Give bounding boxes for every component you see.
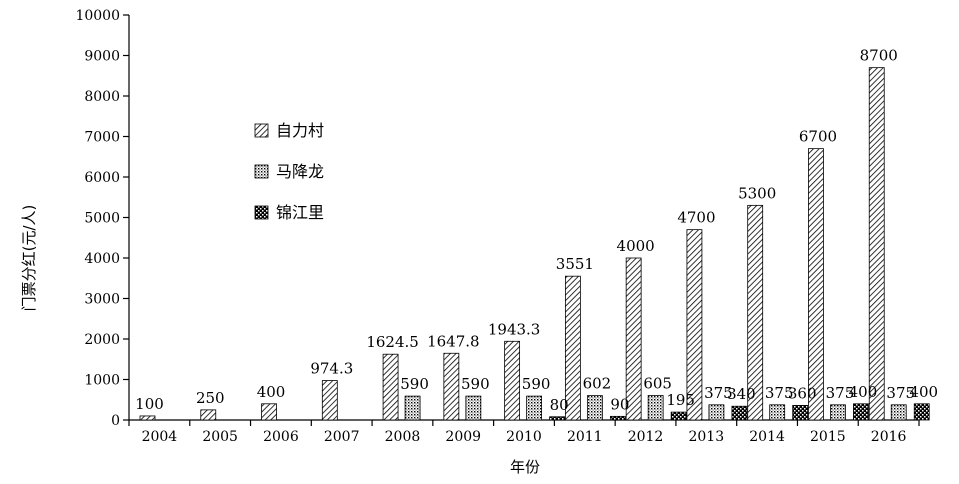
data-label-series1-2014: 375 bbox=[765, 384, 794, 402]
bar-series1-2012 bbox=[647, 395, 664, 421]
bar-series0-2012 bbox=[625, 257, 642, 421]
bar-series1-2010 bbox=[526, 395, 543, 421]
y-tick-label: 8000 bbox=[84, 89, 120, 105]
data-label-series0-2008: 1624.5 bbox=[366, 333, 419, 351]
x-tick-label: 2011 bbox=[567, 429, 603, 445]
bar-series0-2005 bbox=[200, 409, 217, 421]
bar-series1-2015 bbox=[830, 404, 846, 421]
data-label-series2-2012: 195 bbox=[666, 391, 695, 409]
y-axis: 0 1000 2000 3000 4000 5000 6000 7000 8000 9000 100… bbox=[75, 8, 130, 429]
data-label-series1-2016: 375 bbox=[886, 384, 915, 402]
x-tick-label: 2004 bbox=[142, 429, 178, 445]
x-tick-label: 2007 bbox=[324, 429, 360, 445]
data-label-series0-2013: 4700 bbox=[677, 209, 715, 227]
x-tick-label: 2015 bbox=[810, 429, 846, 445]
y-tick-label: 9000 bbox=[84, 49, 120, 65]
bar-series1-2011 bbox=[586, 395, 603, 421]
bar-series1-2013 bbox=[708, 404, 725, 421]
bar-series2-2012 bbox=[670, 411, 687, 421]
bar-series2-2011 bbox=[609, 415, 626, 421]
data-label-series0-2014: 5300 bbox=[738, 184, 776, 202]
x-tick-label: 2006 bbox=[263, 429, 299, 445]
bar-series0-2006 bbox=[261, 403, 277, 421]
y-tick-label: 7000 bbox=[84, 130, 120, 146]
bar-series0-2009 bbox=[443, 352, 460, 421]
y-tick-label: 6000 bbox=[84, 170, 120, 186]
legend-swatch-2 bbox=[254, 205, 269, 220]
bar-series1-2016 bbox=[890, 404, 907, 421]
bar-series1-2008 bbox=[404, 395, 421, 421]
y-tick-label: 0 bbox=[111, 413, 120, 429]
bar-series2-2015 bbox=[853, 403, 869, 421]
bar-series0-2010 bbox=[504, 340, 521, 421]
bar-series1-2014 bbox=[769, 404, 786, 421]
data-label-series2-2010: 80 bbox=[550, 396, 569, 414]
y-tick-label: 4000 bbox=[84, 251, 120, 267]
x-tick-label: 2014 bbox=[749, 429, 785, 445]
y-tick-label: 5000 bbox=[84, 211, 120, 227]
y-axis-title: 门票分红(元/人) bbox=[20, 205, 38, 312]
x-tick-label: 2009 bbox=[445, 429, 481, 445]
bar-series0-2004 bbox=[139, 415, 156, 421]
bar-series2-2013 bbox=[731, 405, 748, 421]
bar-series1-2009 bbox=[465, 395, 482, 421]
data-label-series0-2005: 250 bbox=[196, 389, 225, 407]
data-label-series0-2015: 6700 bbox=[799, 128, 837, 146]
bar-series0-2011 bbox=[564, 275, 581, 421]
data-label-series1-2013: 375 bbox=[704, 384, 733, 402]
x-tick-label: 2005 bbox=[202, 429, 238, 445]
y-tick-label: 1000 bbox=[84, 373, 120, 389]
data-label-series0-2009: 1647.8 bbox=[427, 332, 480, 350]
data-label-series1-2011: 602 bbox=[583, 375, 612, 393]
data-label-series2-2013: 340 bbox=[727, 385, 756, 403]
data-label-series2-2016: 400 bbox=[909, 383, 938, 401]
legend-swatch-0 bbox=[254, 123, 269, 138]
data-label-series0-2006: 400 bbox=[257, 383, 286, 401]
bar-series0-2014 bbox=[747, 204, 764, 421]
bar-series2-2014 bbox=[792, 405, 809, 421]
x-tick-label: 2012 bbox=[628, 429, 664, 445]
y-tick-label: 3000 bbox=[84, 292, 120, 308]
data-labels: 100 250 400 974.3 1624.5 1647.8 1943.3 3551 4000… bbox=[135, 47, 938, 414]
bar-series0-2008 bbox=[382, 353, 399, 421]
data-label-series1-2015: 375 bbox=[826, 384, 855, 402]
data-label-series1-2008: 590 bbox=[400, 375, 429, 393]
bar-series2-2010 bbox=[549, 416, 566, 421]
legend-label-2: 锦江里 bbox=[276, 203, 324, 222]
data-label-series0-2010: 1943.3 bbox=[488, 320, 541, 338]
data-label-series1-2012: 605 bbox=[643, 374, 672, 392]
data-label-series0-2012: 4000 bbox=[617, 237, 655, 255]
legend-swatch-1 bbox=[254, 164, 269, 179]
data-label-series0-2016: 8700 bbox=[860, 47, 898, 65]
data-label-series1-2009: 590 bbox=[461, 375, 490, 393]
data-label-series0-2004: 100 bbox=[135, 395, 164, 413]
x-tick-label: 2010 bbox=[506, 429, 542, 445]
bars bbox=[139, 67, 930, 421]
legend-label-0: 自力村 bbox=[276, 121, 324, 140]
x-axis-title: 年份 bbox=[510, 458, 540, 476]
bar-series0-2013 bbox=[686, 229, 703, 421]
data-label-series1-2010: 590 bbox=[522, 375, 551, 393]
x-tick-label: 2016 bbox=[871, 429, 907, 445]
data-label-series2-2011: 90 bbox=[610, 395, 629, 413]
data-label-series2-2014: 360 bbox=[788, 384, 817, 402]
bar-series0-2016 bbox=[868, 67, 885, 421]
bar-series0-2015 bbox=[808, 148, 824, 421]
bar-series2-2016 bbox=[913, 403, 930, 421]
bar-series0-2007 bbox=[321, 380, 338, 421]
x-axis: 2004 2005 2006 2007 2008 2009 2010 2011 2012 2013… bbox=[128, 419, 920, 445]
legend-label-1: 马降龙 bbox=[276, 162, 324, 181]
data-label-series0-2011: 3551 bbox=[556, 255, 594, 273]
y-tick-label: 10000 bbox=[75, 8, 120, 24]
y-tick-label: 2000 bbox=[84, 332, 120, 348]
x-tick-label: 2008 bbox=[385, 429, 421, 445]
x-tick-label: 2013 bbox=[688, 429, 724, 445]
data-label-series0-2007: 974.3 bbox=[310, 360, 353, 378]
data-label-series2-2015: 400 bbox=[849, 383, 878, 401]
